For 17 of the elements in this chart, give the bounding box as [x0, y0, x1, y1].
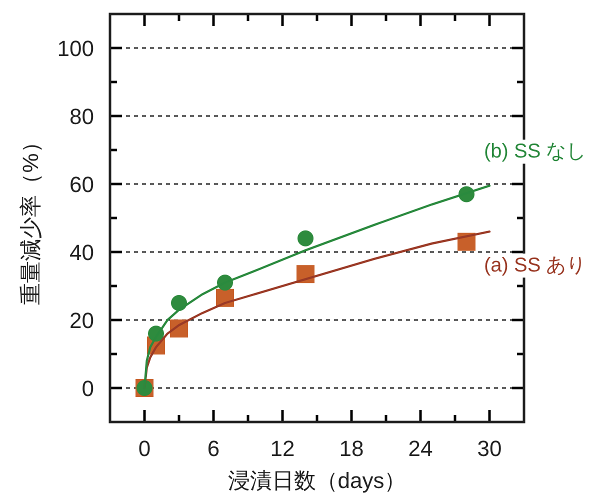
- y-axis-title: 重量減少率（%）: [18, 131, 43, 305]
- x-tick-label: 24: [408, 436, 433, 461]
- series-label: (a) SS あり: [484, 254, 586, 277]
- x-tick-label: 0: [138, 436, 151, 461]
- y-tick-label: 100: [57, 36, 94, 61]
- y-tick-label: 40: [70, 240, 94, 265]
- x-tick-label: 30: [477, 436, 502, 461]
- y-tick-label: 0: [82, 376, 94, 401]
- x-tick-label: 6: [207, 436, 220, 461]
- x-axis-title: 浸漬日数（days）: [228, 468, 406, 493]
- point: [298, 230, 314, 246]
- y-tick-label: 20: [70, 308, 94, 333]
- x-tick-label: 12: [270, 436, 295, 461]
- x-tick-label: 18: [339, 436, 364, 461]
- y-tick-label: 80: [70, 104, 94, 129]
- y-tick-label: 60: [70, 172, 94, 197]
- series-label: (b) SS なし: [484, 140, 586, 163]
